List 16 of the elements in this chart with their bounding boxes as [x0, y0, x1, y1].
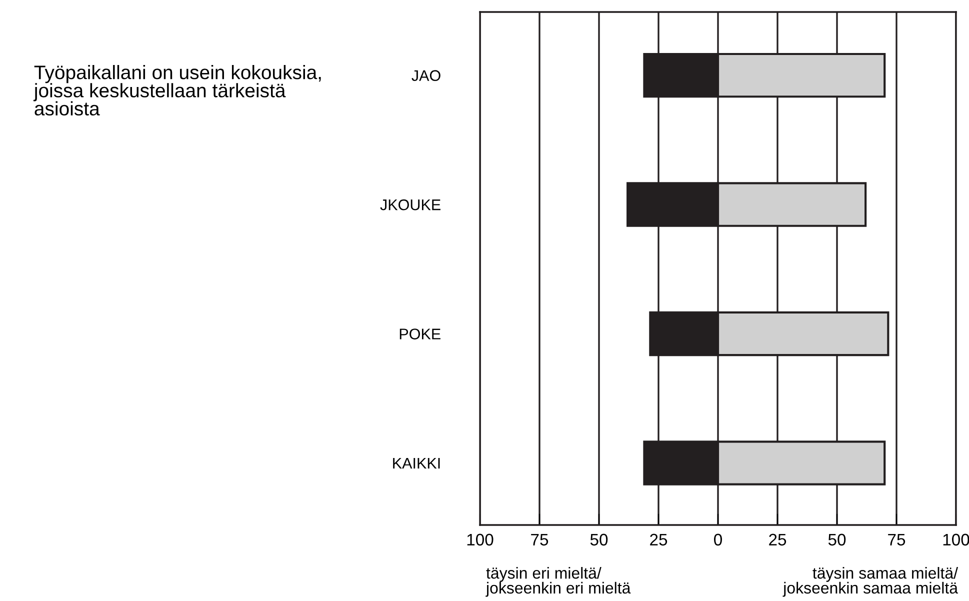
x-tick-label: 100	[943, 534, 969, 546]
y-tick-label: JKOUKE	[380, 199, 440, 210]
y-tick-label: POKE	[400, 328, 440, 340]
x-tick-label: 50	[590, 534, 608, 546]
x-tick-label: 75	[531, 534, 548, 546]
x-tick-label: 100	[467, 534, 494, 546]
x-tick-label: 25	[769, 534, 786, 546]
x-tick-label: 0	[714, 534, 722, 546]
text: Työpaikallani on usein kokouksia, joissa keskustellaan tärkeistä asioista	[33, 65, 321, 116]
y-tick-label: JAO	[412, 70, 440, 82]
x-tick-label: 50	[828, 534, 846, 546]
text: täysin eri mieltä/ jokseenkin eri mieltä	[486, 567, 631, 597]
text: täysin samaa mieltä/ jokseenkin samaa mieltä	[782, 567, 958, 597]
x-tick-label: 25	[650, 534, 668, 546]
y-tick-label: KAIKKI	[393, 458, 440, 469]
x-tick-label: 75	[888, 534, 906, 546]
